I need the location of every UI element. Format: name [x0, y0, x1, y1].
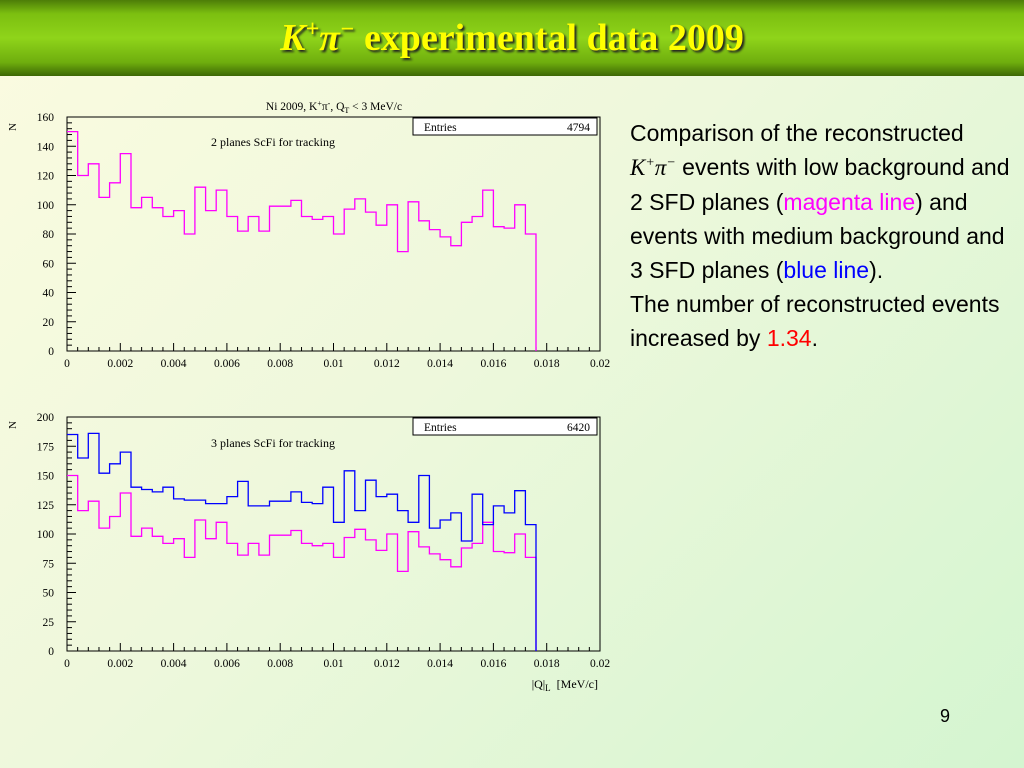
histogram-series-line: [67, 474, 537, 651]
y-tick-label: 0: [48, 646, 54, 658]
top-stats-value: 4794: [567, 122, 590, 134]
x-tick-label: 0.02: [590, 358, 610, 370]
title-bar: [0, 0, 1024, 76]
top-y-label: N: [7, 123, 19, 131]
top-annotation: 2 planes ScFi for tracking: [211, 135, 335, 149]
description-paragraph-1: Comparison of the reconstructed K+π− eve…: [630, 120, 1010, 283]
y-tick-label: 60: [43, 258, 55, 270]
x-tick-label: 0: [64, 658, 70, 670]
x-tick-label: 0.018: [534, 358, 560, 370]
x-tick-label: 0.004: [161, 358, 187, 370]
y-tick-label: 150: [37, 471, 55, 483]
y-tick-label: 75: [43, 558, 55, 570]
title-rest: experimental data 2009: [354, 17, 744, 59]
bottom-y-label: N: [7, 421, 19, 429]
x-tick-label: 0.01: [323, 358, 343, 370]
bottom-annotation: 3 planes ScFi for tracking: [211, 436, 335, 450]
x-tick-label: 0.002: [107, 658, 133, 670]
bottom-stats-label: Entries: [424, 422, 457, 434]
histogram-series-line: [67, 432, 537, 651]
x-tick-label: 0.008: [267, 658, 293, 670]
top-chart-title: Ni 2009, K+π-, QT < 3 MeV/c: [266, 99, 402, 115]
histogram-series-line: [67, 130, 537, 351]
y-tick-label: 100: [37, 200, 55, 212]
y-tick-label: 140: [37, 141, 55, 153]
y-tick-label: 80: [43, 229, 55, 241]
bottom-x-label: |Q|L [MeV/c]: [532, 677, 598, 693]
title-k-plus: +: [305, 16, 320, 43]
bottom-histogram: 0 0.002 0.004 0.006 0.008 0.01 0.012 0.014 0.016…: [7, 412, 610, 693]
x-tick-label: 0.016: [480, 358, 506, 370]
x-tick-label: 0.01: [323, 658, 343, 670]
y-tick-label: 200: [37, 412, 55, 424]
blue-line-label: blue line: [783, 257, 870, 283]
y-tick-label: 175: [37, 441, 55, 453]
increase-factor: 1.34: [766, 325, 812, 351]
bottom-axes: 0 0.002 0.004 0.006 0.008 0.01 0.012 0.014 0.016…: [37, 412, 611, 670]
top-stats-label: Entries: [424, 122, 457, 134]
bottom-series: [67, 432, 537, 651]
slide-title: K+π− experimental data 2009: [0, 0, 1024, 76]
magenta-line-label: magenta line: [783, 189, 916, 215]
y-tick-label: 160: [37, 112, 55, 124]
title-pi-minus: −: [339, 16, 355, 43]
y-tick-label: 50: [43, 588, 55, 600]
x-tick-label: 0.002: [107, 358, 133, 370]
y-tick-label: 25: [43, 617, 55, 629]
x-tick-label: 0.018: [534, 658, 560, 670]
description-paragraph-2: The number of reconstructed events incre…: [630, 291, 1000, 351]
top-series: [67, 130, 537, 351]
bottom-stats-box: Entries 6420: [412, 417, 598, 436]
x-tick-label: 0.004: [161, 658, 187, 670]
y-tick-label: 0: [48, 346, 54, 358]
kpi-symbol: K+π−: [630, 155, 676, 180]
y-tick-label: 20: [43, 317, 55, 329]
x-tick-label: 0.006: [214, 358, 240, 370]
x-tick-label: 0.006: [214, 658, 240, 670]
x-tick-label: 0: [64, 358, 70, 370]
x-tick-label: 0.012: [374, 358, 400, 370]
top-axes: 0 0.002 0.004 0.006 0.008 0.01 0.012 0.014 0.016…: [37, 112, 611, 370]
title-k: K: [280, 17, 306, 59]
y-tick-label: 100: [37, 529, 55, 541]
x-tick-label: 0.014: [427, 358, 453, 370]
y-tick-label: 125: [37, 500, 55, 512]
x-tick-label: 0.016: [480, 658, 506, 670]
title-pi: π: [319, 17, 340, 59]
top-histogram: Ni 2009, K+π-, QT < 3 MeV/c 0 0.002 0.004 0…: [7, 99, 610, 370]
top-stats-box: Entries 4794: [412, 117, 598, 136]
x-tick-label: 0.012: [374, 658, 400, 670]
x-tick-label: 0.008: [267, 358, 293, 370]
x-tick-label: 0.014: [427, 658, 453, 670]
x-tick-label: 0.02: [590, 658, 610, 670]
y-tick-label: 120: [37, 171, 55, 183]
bottom-stats-value: 6420: [567, 422, 590, 434]
page-number: 9: [940, 706, 951, 726]
y-tick-label: 40: [43, 288, 55, 300]
description-text: Comparison of the reconstructed K+π− eve…: [630, 116, 1010, 355]
histograms-figure: Ni 2009, K+π-, QT < 3 MeV/c 0 0.002 0.004 0…: [7, 99, 610, 693]
